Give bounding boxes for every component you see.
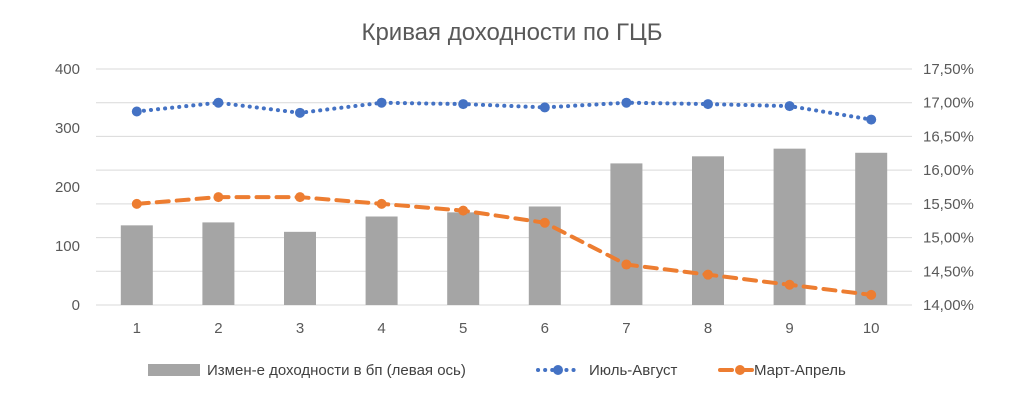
july-august-point-1: [131, 106, 142, 117]
x-tick-label: 6: [541, 320, 549, 337]
x-tick-label: 2: [214, 320, 222, 337]
x-tick-label: 5: [459, 320, 467, 337]
legend-swatch-march-april: [718, 365, 762, 375]
march-april-point-6: [539, 217, 550, 228]
x-tick-label: 9: [785, 320, 793, 337]
left-tick-label: 200: [55, 179, 80, 196]
july-august-point-8: [703, 99, 713, 110]
legend-swatch-bars: [148, 364, 200, 376]
bar-4: [365, 216, 398, 305]
right-tick-label: 16,50%: [923, 128, 974, 145]
right-tick-label: 15,50%: [923, 196, 974, 213]
chart-title: Кривая доходности по ГЦБ: [361, 19, 662, 46]
bar-1: [120, 225, 153, 305]
march-april-point-9: [784, 279, 795, 290]
july-august-point-9: [784, 101, 795, 112]
march-april-line: [134, 195, 874, 297]
x-tick-label: 10: [863, 320, 880, 337]
legend: Измен-е доходности в бп (левая ось) Июль…: [148, 362, 846, 379]
line-series: [131, 97, 877, 300]
july-august-point-5: [458, 99, 469, 110]
x-tick-label: 3: [296, 320, 304, 337]
bar-9: [773, 148, 806, 305]
x-tick-label: 4: [377, 320, 385, 337]
march-april-point-1: [131, 198, 142, 209]
july-august-line: [134, 100, 874, 122]
left-tick-label: 100: [55, 238, 80, 255]
right-tick-label: 15,00%: [923, 230, 974, 247]
bar-8: [692, 156, 724, 305]
left-tick-label: 400: [55, 61, 80, 78]
x-tick-label: 7: [622, 320, 630, 337]
march-april-point-2: [213, 192, 224, 203]
march-april-point-7: [621, 259, 632, 270]
left-tick-label: 300: [55, 120, 80, 137]
legend-swatch-july-august: [536, 365, 580, 375]
july-august-point-2: [213, 97, 224, 108]
x-tick-label: 1: [133, 320, 141, 337]
july-august-point-4: [376, 97, 387, 108]
july-august-point-6: [539, 102, 550, 113]
bar-3: [284, 231, 316, 305]
bar-7: [610, 163, 643, 305]
x-tick-label: 8: [704, 320, 712, 337]
x-axis-ticks: 1 2 3 4 5 6 7 8 9 10: [133, 320, 880, 337]
legend-label-bars: Измен-е доходности в бп (левая ось): [207, 362, 466, 379]
march-april-point-3: [295, 192, 305, 203]
legend-label-july-august: Июль-Август: [589, 362, 678, 379]
march-april-point-4: [376, 198, 387, 209]
right-tick-label: 14,50%: [923, 263, 974, 280]
right-axis-ticks: 14,00% 14,50% 15,00% 15,50% 16,00% 16,50% 17,0…: [923, 61, 974, 314]
legend-label-march-april: Март-Апрель: [754, 362, 846, 379]
bar-10: [855, 152, 888, 305]
right-tick-label: 17,50%: [923, 61, 974, 78]
march-april-point-10: [866, 289, 877, 300]
bar-series: [120, 148, 888, 305]
left-axis-ticks: 0 100 200 300 400: [55, 61, 80, 314]
right-tick-label: 17,00%: [923, 95, 974, 112]
july-august-point-7: [621, 97, 632, 108]
right-tick-label: 14,00%: [923, 297, 974, 314]
july-august-point-3: [295, 107, 305, 118]
bar-5: [447, 212, 480, 305]
march-april-point-5: [458, 205, 469, 216]
march-april-point-8: [703, 269, 713, 280]
legend-marker: [553, 365, 563, 375]
right-tick-label: 16,00%: [923, 162, 974, 179]
legend-marker: [735, 365, 745, 375]
july-august-point-10: [866, 114, 877, 125]
left-tick-label: 0: [72, 297, 80, 314]
bar-2: [202, 222, 235, 305]
